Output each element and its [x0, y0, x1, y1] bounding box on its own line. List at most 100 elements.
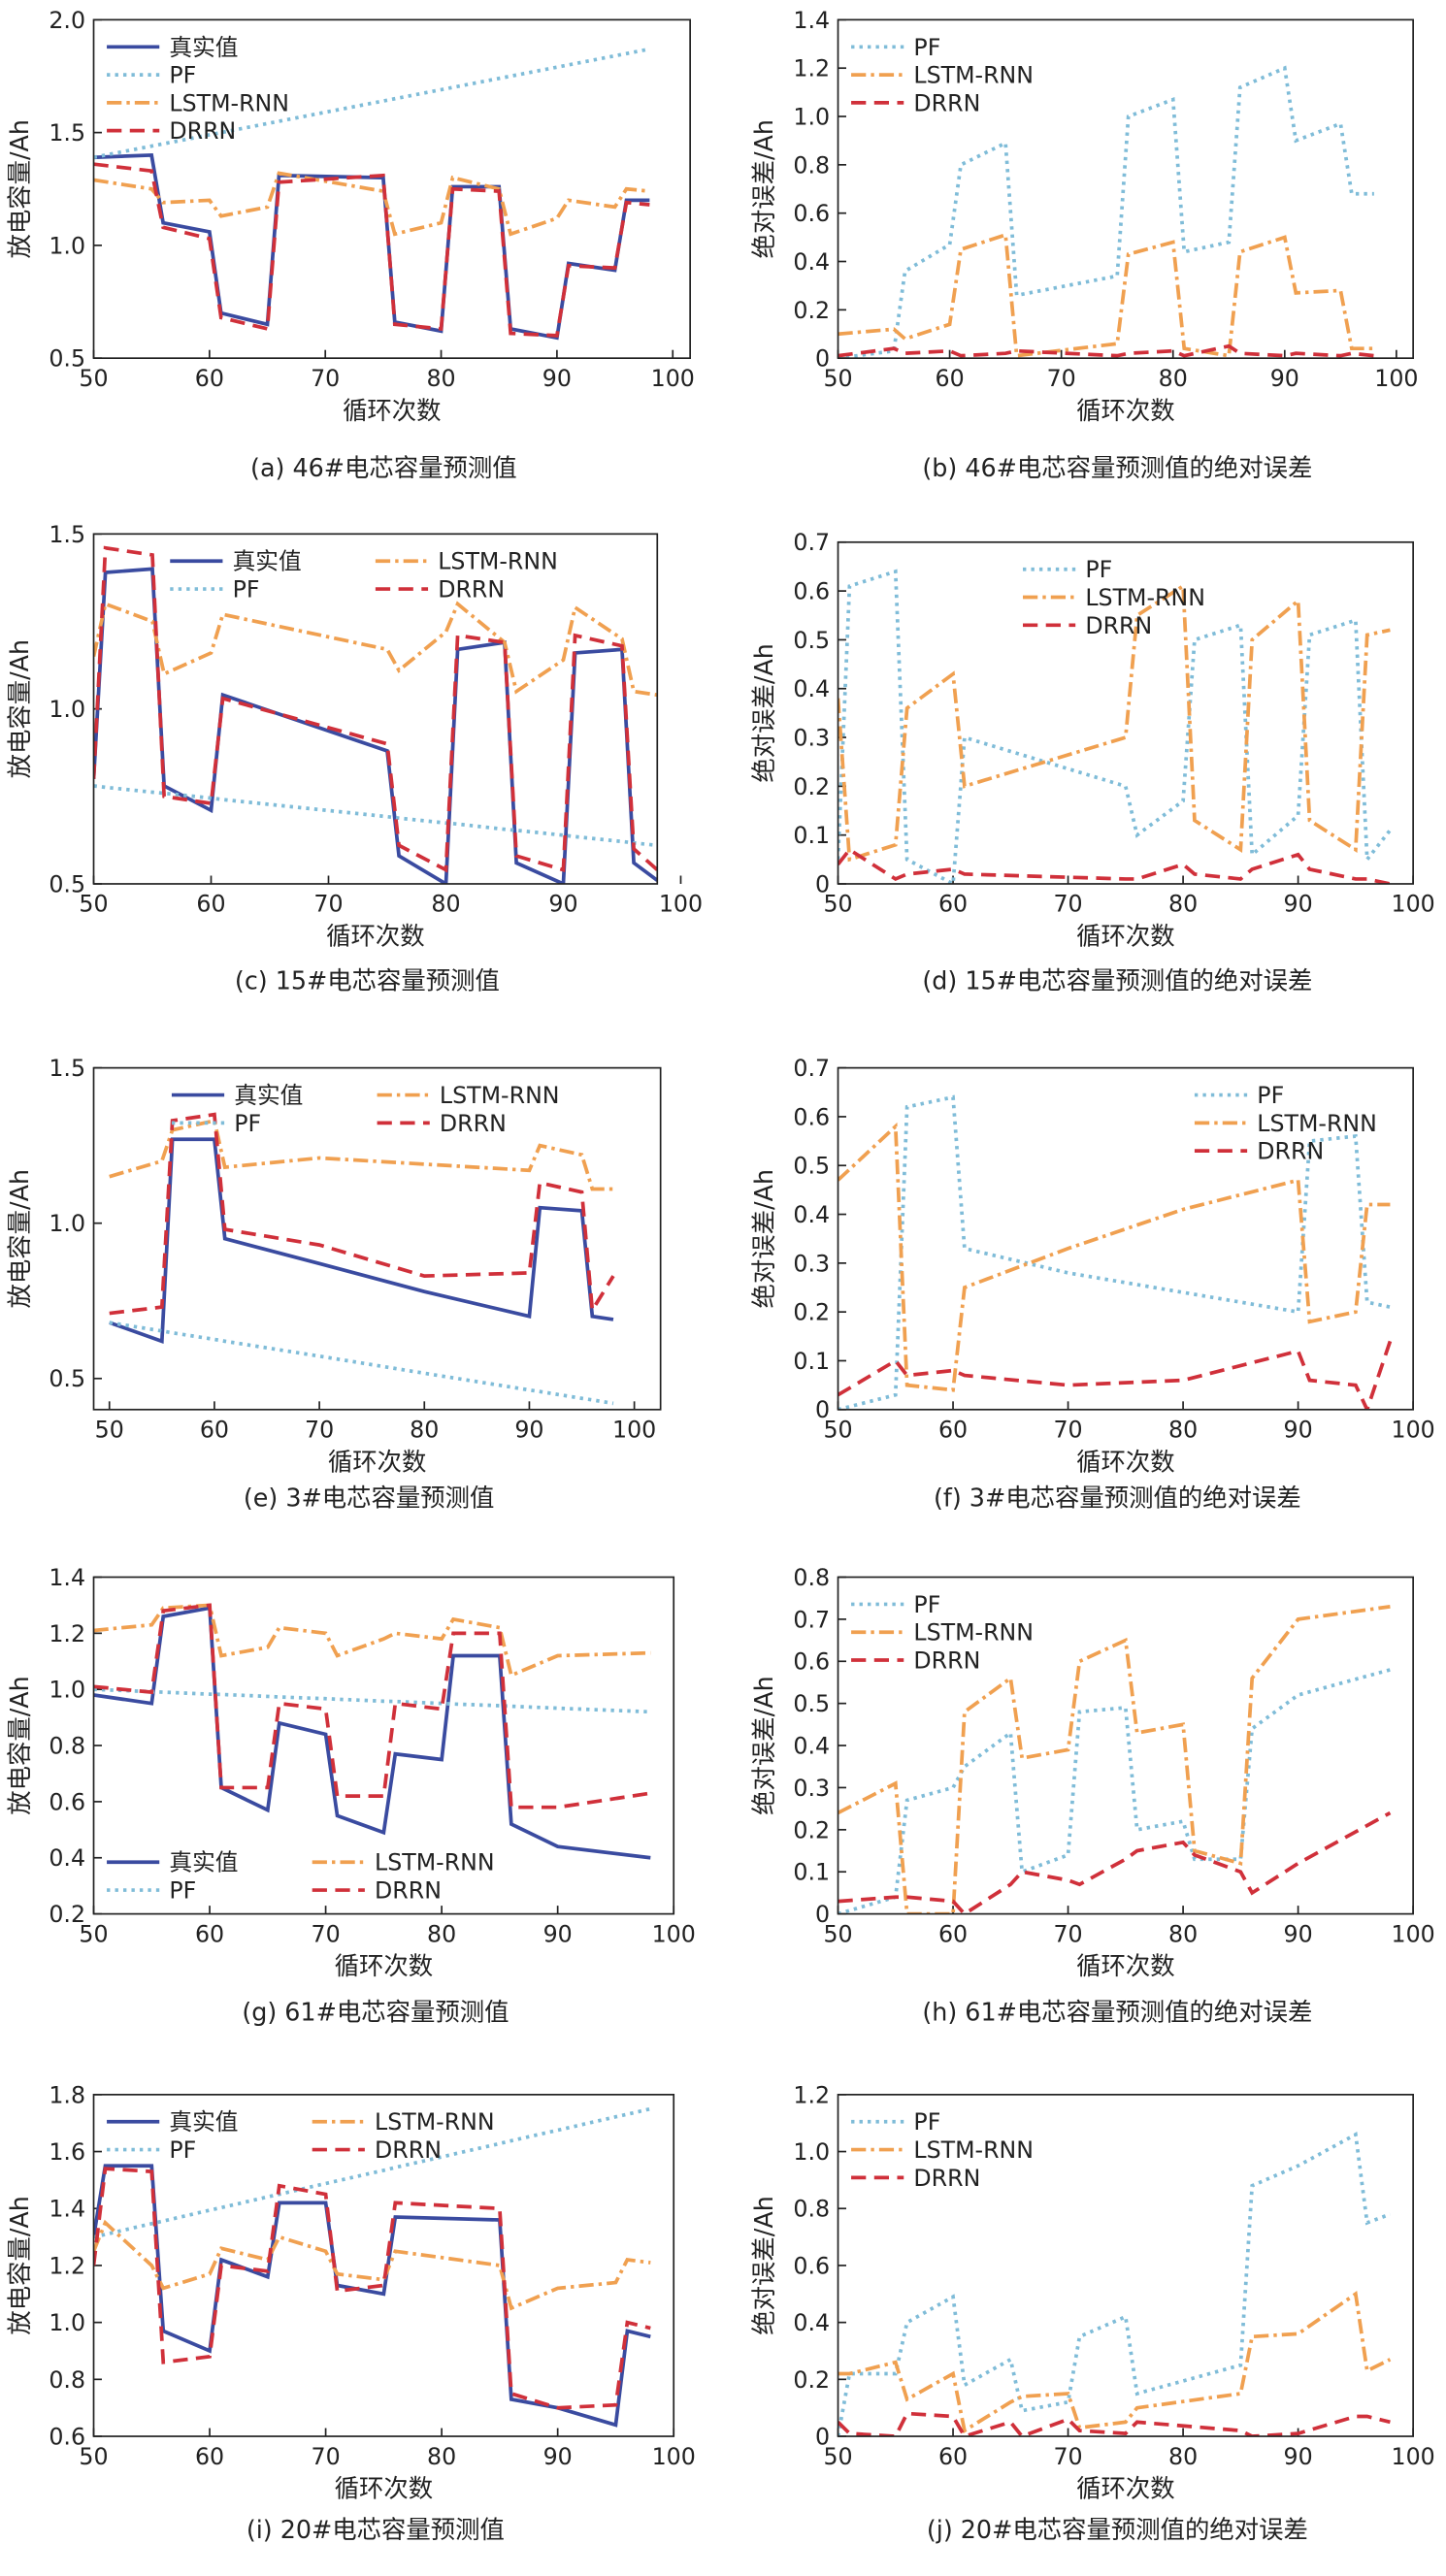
x-tick-label: 80 [427, 1920, 456, 1947]
x-tick-label: 90 [542, 365, 572, 392]
y-tick-label: 0.4 [793, 675, 830, 702]
series-line [838, 1668, 1391, 1914]
series-line [838, 847, 1391, 884]
series-line [93, 545, 658, 873]
x-axis-label: 循环次数 [1076, 922, 1175, 951]
legend-label: LSTM-RNN [913, 1619, 1034, 1647]
y-tick-label: 1.0 [49, 1677, 85, 1704]
x-tick-label: 50 [79, 365, 108, 392]
series-line [93, 601, 658, 698]
legend-label: PF [169, 62, 196, 89]
caption: (c) 15#电芯容量预测值 [235, 965, 500, 995]
y-tick-label: 1.2 [793, 55, 830, 82]
x-tick-label: 100 [1392, 1920, 1435, 1947]
legend-label: PF [913, 1591, 940, 1618]
series-line [838, 1810, 1392, 1914]
series-line [109, 1137, 614, 1344]
x-tick-label: 100 [651, 365, 695, 392]
y-tick-label: 0.5 [793, 627, 830, 654]
y-tick-label: 0 [815, 2424, 830, 2451]
plot-frame [837, 2094, 1414, 2437]
y-tick-label: 0.8 [793, 151, 830, 179]
y-tick-label: 1.4 [49, 1564, 85, 1591]
legend-label: 真实值 [233, 548, 302, 575]
series-line [93, 1687, 651, 1714]
legend-label: DRRN [440, 1110, 507, 1137]
caption: (e) 3#电芯容量预测值 [244, 1484, 495, 1513]
plot-frame [92, 2094, 675, 2437]
y-tick-label: 0.5 [793, 1690, 830, 1717]
series-line [838, 343, 1375, 358]
series-line [93, 1603, 651, 1810]
y-tick-label: 0 [815, 870, 830, 897]
x-tick-label: 90 [543, 1920, 573, 1947]
series-line [93, 2219, 651, 2311]
y-tick-label: 0.2 [793, 2366, 830, 2394]
x-tick-label: 90 [1284, 891, 1313, 918]
x-tick-label: 50 [823, 1417, 852, 1444]
series-line [93, 47, 650, 160]
x-tick-label: 70 [311, 365, 340, 392]
legend-label: DRRN [169, 117, 236, 145]
legend-label: DRRN [375, 1877, 442, 1905]
y-tick-label: 0.2 [49, 1901, 85, 1928]
y-tick-label: 1.4 [49, 2196, 85, 2223]
y-tick-label: 1.2 [793, 2081, 830, 2108]
legend-label: PF [234, 1110, 261, 1137]
caption: (b) 46#电芯容量预测值的绝对误差 [922, 453, 1312, 482]
legend-label: PF [233, 576, 260, 603]
x-tick-label: 50 [79, 891, 108, 918]
y-tick-label: 0 [815, 345, 830, 373]
y-axis-label: 放电容量/Ah [5, 1169, 34, 1309]
legend-label: LSTM-RNN [1085, 584, 1205, 611]
x-axis-label: 循环次数 [343, 396, 442, 425]
y-tick-label: 1.0 [793, 103, 830, 130]
legend-label: 真实值 [169, 1849, 238, 1876]
y-tick-label: 1.2 [49, 2252, 85, 2279]
y-tick-label: 0.7 [793, 1055, 830, 1082]
series-line [93, 1603, 651, 1679]
x-tick-label: 90 [543, 2443, 573, 2470]
series-line [93, 2164, 651, 2428]
y-tick-label: 0.6 [793, 200, 830, 227]
x-tick-label: 60 [195, 2443, 224, 2470]
x-tick-label: 60 [936, 365, 965, 392]
x-tick-label: 100 [1374, 365, 1418, 392]
x-tick-label: 80 [1168, 2443, 1198, 2470]
y-tick-label: 1.0 [49, 232, 85, 259]
series-line [93, 162, 650, 338]
y-axis-label: 放电容量/Ah [5, 119, 34, 259]
series-line [838, 2411, 1391, 2437]
legend-label: LSTM-RNN [913, 2136, 1034, 2164]
x-tick-label: 90 [548, 891, 577, 918]
y-tick-label: 0.4 [793, 248, 830, 276]
series-line [838, 1122, 1391, 1392]
legend-label: LSTM-RNN [375, 1849, 495, 1876]
plot-frame [92, 1066, 662, 1411]
x-tick-label: 70 [1053, 891, 1082, 918]
y-tick-label: 0 [815, 1901, 830, 1928]
x-tick-label: 100 [612, 1417, 656, 1444]
x-tick-label: 80 [1168, 1417, 1198, 1444]
x-tick-label: 100 [1392, 2443, 1435, 2470]
caption: (g) 61#电芯容量预测值 [242, 1998, 509, 2027]
plot-frame [92, 1576, 675, 1915]
series-line [838, 569, 1392, 884]
plot-frame [92, 533, 659, 885]
y-tick-label: 1.5 [49, 521, 85, 548]
series-line [838, 2291, 1392, 2434]
y-tick-label: 0.2 [793, 773, 830, 800]
legend-label: LSTM-RNN [375, 2108, 495, 2136]
series-line [109, 1118, 613, 1191]
y-tick-label: 0.4 [49, 1844, 85, 1872]
legend-label: LSTM-RNN [1257, 1110, 1377, 1137]
x-tick-label: 50 [823, 2443, 852, 2470]
x-tick-label: 50 [823, 1920, 852, 1947]
y-tick-label: 0.8 [49, 2366, 85, 2394]
y-tick-label: 0.6 [793, 2252, 830, 2279]
y-tick-label: 1.6 [49, 2138, 85, 2166]
x-tick-label: 90 [1270, 365, 1299, 392]
legend-label: PF [913, 34, 940, 61]
x-tick-label: 50 [79, 1920, 108, 1947]
y-axis-label: 绝对误差/Ah [749, 119, 778, 259]
